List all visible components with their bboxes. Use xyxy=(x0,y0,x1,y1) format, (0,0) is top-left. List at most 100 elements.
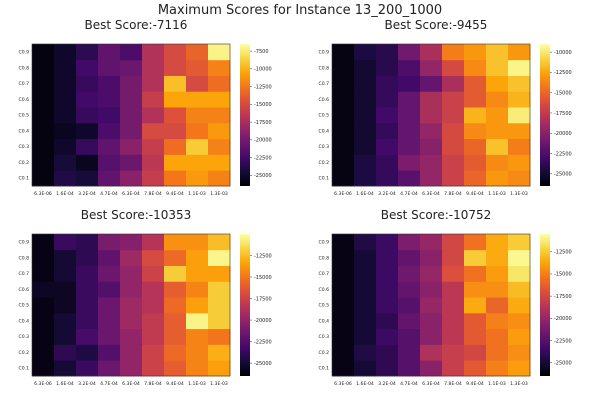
heatmap-cell xyxy=(76,297,99,314)
heatmap-cell xyxy=(186,249,209,266)
heatmap-cell xyxy=(398,170,421,187)
heatmap-cell xyxy=(164,328,187,345)
heatmap-cell xyxy=(420,360,443,377)
heatmap-cell xyxy=(486,265,509,282)
heatmap-cell xyxy=(164,249,187,266)
plot-frame xyxy=(331,43,531,187)
colorbar-tick-label: -22500 xyxy=(254,339,272,345)
heatmap-cell xyxy=(120,312,143,330)
y-tick-label: C0.2 xyxy=(318,350,329,356)
x-tick-label: 6.3E-04 xyxy=(122,191,140,197)
heatmap-cell xyxy=(76,249,99,266)
heatmap-cell xyxy=(354,344,377,361)
heatmap-cell xyxy=(508,154,531,171)
heatmap-cell xyxy=(486,75,509,92)
heatmap-cell xyxy=(376,344,399,361)
heatmap-cell xyxy=(486,297,509,314)
heatmap-cell xyxy=(54,312,77,330)
heatmap-cell xyxy=(376,249,399,266)
y-tick-label: C0.9 xyxy=(18,239,29,245)
heatmap-cell xyxy=(464,75,487,92)
heatmap-cell xyxy=(464,249,487,266)
x-tick-label: 1.1E-03 xyxy=(188,191,206,197)
heatmap-cell xyxy=(98,312,121,330)
x-tick-label: 4.7E-04 xyxy=(100,191,118,197)
heatmap-panel-1: Best Score:-7116 6.3E-06 1.6E-04 3.2E-04 4.7… xyxy=(18,18,271,197)
heatmap-cell xyxy=(464,312,487,330)
colorbar-tick-label: -20000 xyxy=(254,318,272,324)
heatmap-cell xyxy=(332,297,355,314)
heatmap-cell xyxy=(76,312,99,330)
heatmap-cell xyxy=(486,91,509,108)
heatmap-cell xyxy=(54,249,77,266)
heatmap-cell xyxy=(32,265,55,282)
heatmap-cell xyxy=(464,91,487,108)
heatmap-cell xyxy=(464,344,487,361)
x-tick-label: 3.2E-04 xyxy=(78,191,96,197)
heatmap-cell xyxy=(164,107,187,124)
heatmap-cell xyxy=(142,265,165,282)
heatmap-cells xyxy=(332,234,531,377)
heatmap-cell xyxy=(376,170,399,187)
heatmap-cell xyxy=(208,312,231,330)
heatmap-cell xyxy=(354,91,377,108)
heatmap-cell xyxy=(142,170,165,187)
colorbar-tick-label: -20000 xyxy=(254,138,272,144)
heatmap-cell xyxy=(442,344,465,361)
x-tick-label: 3.2E-04 xyxy=(378,191,396,197)
heatmap-cell xyxy=(354,154,377,171)
heatmap-cell xyxy=(354,138,377,155)
heatmap-cell xyxy=(376,265,399,282)
heatmap-cell xyxy=(142,344,165,361)
heatmap-cell xyxy=(376,107,399,124)
heatmap-cell xyxy=(332,312,355,330)
heatmap-cell xyxy=(376,154,399,171)
y-tick-label: C0.1 xyxy=(18,176,29,182)
heatmap-cell xyxy=(76,154,99,171)
heatmap-cell xyxy=(54,59,77,76)
heatmap-cell xyxy=(398,91,421,108)
heatmap-cell xyxy=(208,170,231,187)
heatmap-cell xyxy=(332,265,355,282)
x-tick-label: 9.4E-04 xyxy=(466,191,484,197)
heatmap-cell xyxy=(332,44,355,61)
heatmap-cell xyxy=(376,234,399,251)
heatmap-cell xyxy=(486,44,509,61)
heatmap-cell xyxy=(164,312,187,330)
heatmap-cell xyxy=(142,328,165,345)
heatmap-cell xyxy=(354,249,377,266)
x-tick-label: 6.3E-06 xyxy=(34,191,52,197)
heatmap-cell xyxy=(98,91,121,108)
heatmap-cell xyxy=(508,297,531,314)
colorbar xyxy=(540,44,550,186)
heatmap-cell xyxy=(354,75,377,92)
heatmap-cell xyxy=(442,281,465,298)
heatmap-cell xyxy=(508,44,531,61)
x-tick-label: 4.7E-04 xyxy=(100,381,118,387)
heatmap-cell xyxy=(376,75,399,92)
x-tick-label: 7.8E-04 xyxy=(444,191,462,197)
heatmap-cell xyxy=(98,154,121,171)
heatmap-cell xyxy=(142,312,165,330)
heatmap-cells xyxy=(32,44,231,187)
colorbar-tick-label: -15000 xyxy=(554,272,572,278)
heatmap-cell xyxy=(76,59,99,76)
heatmap-cell xyxy=(398,75,421,92)
heatmap-cell xyxy=(120,249,143,266)
heatmap-cell xyxy=(486,154,509,171)
heatmap-cell xyxy=(420,344,443,361)
heatmap-cell xyxy=(354,265,377,282)
heatmap-cell xyxy=(32,59,55,76)
heatmap-cell xyxy=(420,297,443,314)
heatmap-cell xyxy=(76,281,99,298)
colorbar-tick-label: -20000 xyxy=(554,316,572,322)
heatmap-cell xyxy=(76,265,99,282)
y-tick-label: C0.7 xyxy=(318,271,329,277)
heatmap-cell xyxy=(120,344,143,361)
heatmap-cell xyxy=(120,281,143,298)
heatmap-cell xyxy=(164,154,187,171)
colorbar-tick-label: -25000 xyxy=(554,360,572,366)
heatmap-cell xyxy=(54,122,77,140)
y-tick-label: C0.8 xyxy=(18,65,29,71)
heatmap-cell xyxy=(376,44,399,61)
